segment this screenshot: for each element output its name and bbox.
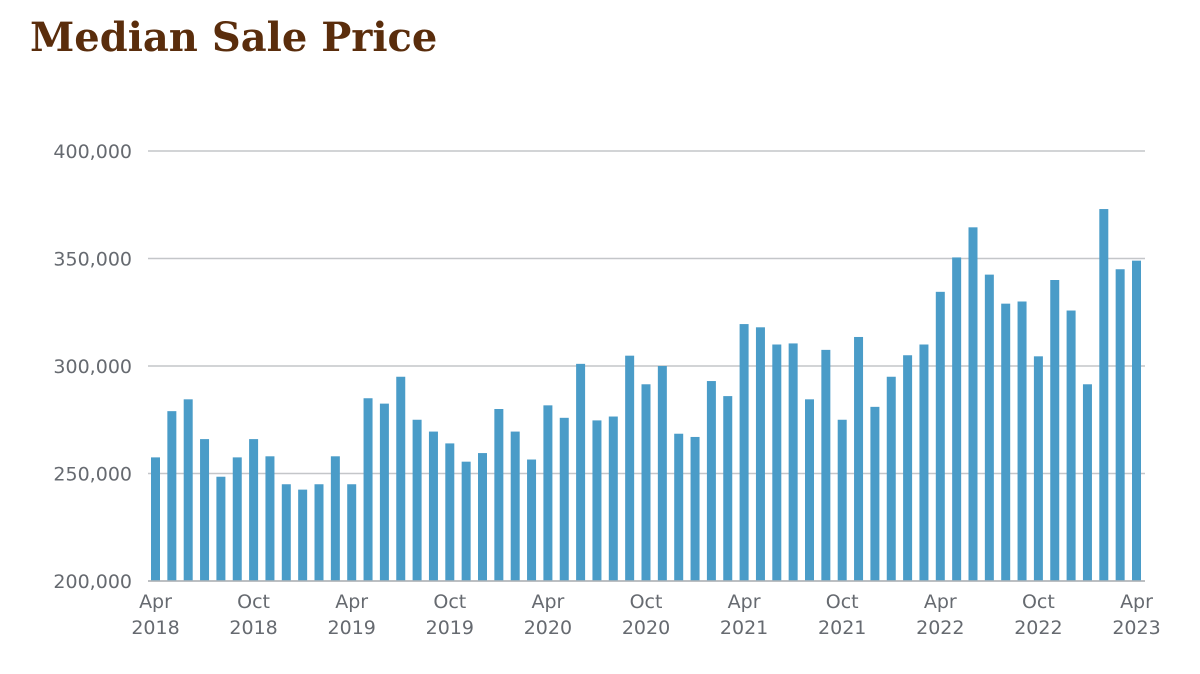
bar: Apr 2019 <box>347 484 357 581</box>
bar: Dec 2021 <box>870 406 880 581</box>
x-tick-year: 2022 <box>916 617 964 639</box>
y-tick-label: 400,000 <box>53 141 132 163</box>
bar: Feb 2022 <box>903 355 913 581</box>
bar: Jul 2018 <box>200 439 210 581</box>
x-tick-month: Oct <box>433 591 466 613</box>
bar: Feb 2019 <box>314 484 324 581</box>
bar: May 2018 <box>167 411 177 581</box>
bar: Apr 2023 <box>1132 260 1141 581</box>
bar: May 2021 <box>755 327 765 581</box>
bar: Aug 2022 <box>1001 303 1011 581</box>
chart-title: Median Sale Price <box>30 14 438 61</box>
x-tick-year: 2023 <box>1112 617 1160 639</box>
bar: Apr 2018 <box>151 457 160 581</box>
x-tick-month: Oct <box>630 591 663 613</box>
bar: Nov 2018 <box>265 456 275 581</box>
bar: May 2022 <box>952 257 962 581</box>
bar-series: Apr 2018 May 2018 Jun 2018 Jul 2018 Aug 2018… <box>151 209 1141 582</box>
x-tick-year: 2018 <box>131 617 179 639</box>
x-tick-year: 2022 <box>1014 617 1062 639</box>
bar: Apr 2020 <box>543 405 553 581</box>
x-tick-year: 2018 <box>229 617 277 639</box>
bar: Aug 2021 <box>805 399 814 581</box>
bar: Mar 2023 <box>1115 269 1125 581</box>
bar: Sep 2019 <box>428 431 438 581</box>
x-tick-year: 2021 <box>720 617 768 639</box>
bar: Mar 2020 <box>527 459 537 581</box>
bar: Jul 2019 <box>396 376 406 581</box>
bar: Jan 2023 <box>1082 384 1092 581</box>
x-tick-month: Apr <box>728 591 761 613</box>
bar: Apr 2022 <box>935 291 945 581</box>
bar: Oct 2020 <box>641 384 651 581</box>
y-tick-label: 200,000 <box>53 571 132 593</box>
bar: Jan 2021 <box>690 436 700 581</box>
bar: Oct 2021 <box>837 419 847 581</box>
x-tick-month: Apr <box>924 591 957 613</box>
x-tick-year: 2019 <box>328 617 376 639</box>
bar: Sep 2020 <box>625 355 635 581</box>
bar: Oct 2022 <box>1033 356 1043 581</box>
bar: Mar 2022 <box>919 344 929 581</box>
x-tick-month: Apr <box>1120 591 1153 613</box>
y-tick-label: 300,000 <box>53 356 132 378</box>
bar: Dec 2022 <box>1066 310 1076 581</box>
x-tick-year: 2021 <box>818 617 866 639</box>
bar: Jun 2021 <box>772 344 782 581</box>
x-axis: Apr 2018 Oct 2018 Apr 2019 Oct 2019 Apr 2020 Oct 20… <box>131 580 1161 639</box>
x-tick-year: 2020 <box>524 617 572 639</box>
bar: Feb 2023 <box>1099 209 1109 582</box>
bar: Jun 2018 <box>183 399 193 581</box>
x-tick-month: Apr <box>139 591 172 613</box>
x-tick-month: Apr <box>335 591 368 613</box>
bar: Nov 2020 <box>657 366 667 581</box>
bar: Jun 2020 <box>576 363 586 581</box>
bar: May 2020 <box>559 417 569 581</box>
y-axis: 200,000 250,000 300,000 350,000 400,000 <box>53 141 132 593</box>
bar: Oct 2018 <box>249 439 259 581</box>
bar: Aug 2020 <box>608 416 618 581</box>
bar: Aug 2018 <box>216 476 226 581</box>
bar: Jun 2022 <box>968 227 978 581</box>
bar: Nov 2022 <box>1050 280 1060 581</box>
x-tick-year: 2019 <box>426 617 474 639</box>
bar: Dec 2019 <box>478 453 487 581</box>
bar: Oct 2019 <box>445 443 455 581</box>
bar: Jan 2020 <box>494 409 504 581</box>
x-tick-month: Oct <box>237 591 270 613</box>
bar: Sep 2022 <box>1017 301 1027 581</box>
y-tick-label: 250,000 <box>53 464 132 486</box>
bar: Apr 2021 <box>739 324 749 581</box>
bar: Mar 2019 <box>330 456 340 581</box>
bar: Jun 2019 <box>379 403 389 581</box>
bar: Aug 2019 <box>412 419 422 581</box>
x-tick-year: 2020 <box>622 617 670 639</box>
bar: Feb 2020 <box>510 431 520 581</box>
bar: Jan 2022 <box>886 376 896 581</box>
bar: Dec 2020 <box>674 433 684 581</box>
bar: Mar 2021 <box>723 396 733 581</box>
x-tick-month: Apr <box>531 591 564 613</box>
bar: Nov 2021 <box>854 336 864 581</box>
bar: Jul 2022 <box>984 274 994 581</box>
y-tick-label: 350,000 <box>53 249 132 271</box>
x-tick-month: Oct <box>826 591 859 613</box>
bar: Jan 2019 <box>298 489 308 581</box>
bar: Nov 2019 <box>461 461 471 581</box>
bar: Sep 2021 <box>821 349 831 581</box>
x-tick-month: Oct <box>1022 591 1055 613</box>
bar: Jul 2021 <box>788 343 798 581</box>
bar: May 2019 <box>363 398 373 581</box>
bar: Jul 2020 <box>592 420 602 581</box>
bar: Dec 2018 <box>281 484 291 581</box>
bar: Feb 2021 <box>706 381 716 581</box>
bar: Sep 2018 <box>232 457 242 581</box>
